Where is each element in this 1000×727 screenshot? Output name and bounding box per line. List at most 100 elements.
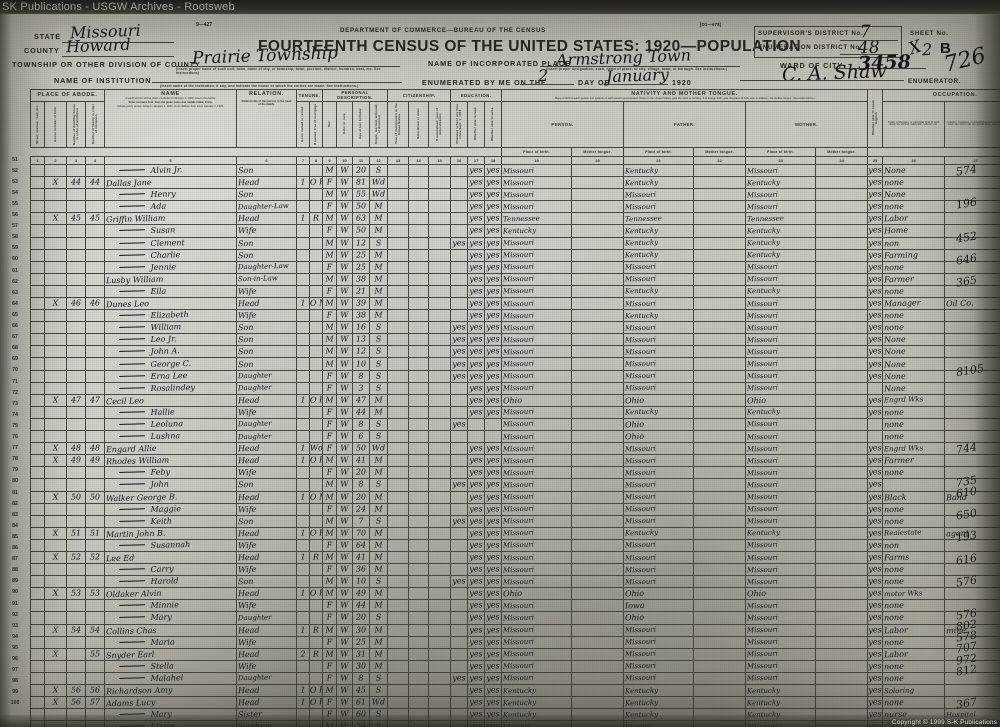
township-rule [176, 66, 400, 67]
cell-occ: Labor [882, 623, 946, 637]
cell-mbirth: Missouri [745, 442, 817, 456]
cell-fam [84, 381, 106, 395]
cell-ms-text: M [374, 395, 383, 405]
cell-race: W [336, 671, 354, 686]
cell-mtong [815, 309, 869, 323]
cell-imm [387, 466, 410, 480]
cell-sch [450, 260, 469, 274]
cell-write-text: yes [486, 516, 500, 526]
cell-street [30, 599, 45, 613]
cell-mtong [815, 212, 869, 226]
cell-nat [408, 321, 430, 335]
ditto-dash [118, 325, 145, 328]
cell-dw: 56 [66, 696, 86, 710]
cell-ftong [693, 163, 747, 178]
cell-race-text: W [340, 491, 349, 502]
cell-read: yes [467, 369, 486, 383]
cell-fam [84, 369, 106, 383]
cell-name: Mary [104, 611, 238, 625]
cell-x-text: X [52, 298, 59, 308]
cell-pbirth-text: Missouri [502, 504, 535, 514]
cell-age: 7 [352, 514, 371, 528]
cell-pbirth: Missouri [501, 260, 573, 274]
cell-write: yes [484, 611, 503, 625]
cell-eng: yes [867, 647, 884, 661]
cell-mbirth-text: Missouri [746, 274, 779, 284]
cell-natyr [428, 514, 452, 528]
cell-race-text: W [340, 479, 349, 490]
cell-natyr [428, 490, 452, 504]
group-name-note2: Enter surname first, then the given name… [128, 100, 213, 104]
cell-read-text: yes [469, 576, 483, 586]
cell-natyr [428, 369, 452, 383]
cell-x [44, 224, 67, 238]
right-edge-shadow [974, 14, 1000, 727]
cell-occ: Farmer [882, 454, 946, 468]
row-number: 92 [12, 611, 18, 618]
cell-race-text: W [340, 685, 349, 695]
cell-fbirth: Missouri [623, 478, 695, 492]
cell-read: yes [467, 200, 486, 214]
cell-fbirth: Missouri [623, 659, 695, 673]
cell-ms: M [369, 296, 389, 311]
cell-age-text: 10 [355, 358, 367, 369]
cell-mtong [815, 442, 869, 456]
cell-eng-text: yes [868, 262, 882, 272]
label-ward-of-city: WARD OF CITY [780, 61, 844, 70]
cell-natyr [428, 454, 452, 468]
cell-home-owned [296, 260, 311, 274]
cell-eng: yes [867, 671, 884, 686]
cell-ptong [571, 478, 625, 492]
cell-fbirth: Missouri [623, 671, 695, 686]
cell-dw [66, 405, 86, 419]
cell-write-text: yes [486, 407, 500, 417]
cell-sex: F [322, 563, 338, 577]
cell-sex-text: M [325, 685, 334, 695]
cell-age-text: 47 [355, 395, 367, 405]
cell-mbirth-text: Missouri [746, 420, 779, 429]
cell-race: W [336, 599, 354, 613]
cell-ms: M [369, 466, 389, 480]
cell-natyr [428, 357, 452, 371]
cell-sex: F [322, 405, 338, 419]
cell-ftong [693, 248, 747, 262]
cell-eng-text: yes [868, 649, 882, 659]
name-text: Griffin William [105, 214, 166, 225]
cell-home-owned-text: 1 [300, 588, 306, 598]
cell-rel-text: Head [237, 177, 260, 188]
cell-read-text: yes [469, 274, 483, 284]
cell-mbirth-text: Missouri [746, 480, 779, 490]
cell-mortgage [309, 345, 324, 359]
cell-occ: Farmer [882, 272, 946, 286]
cell-age-text: 25 [355, 250, 367, 260]
cell-eng: yes [867, 575, 884, 589]
name-text: Elizabeth [106, 311, 236, 321]
cell-ptong [571, 647, 625, 661]
cell-mbirth-text: Missouri [746, 311, 779, 321]
cell-home-owned [296, 248, 311, 262]
colnum-15: 15 [428, 155, 452, 165]
cell-ms: S [369, 417, 389, 432]
cell-street [30, 442, 45, 456]
cell-ms: M [369, 260, 389, 274]
institution-rule [152, 82, 402, 83]
cell-nat [408, 587, 430, 601]
cell-x-text: X [52, 443, 59, 453]
cell-mortgage-text: R [312, 213, 320, 223]
cell-mtong [815, 200, 869, 214]
cell-pbirth-text: Missouri [502, 565, 535, 575]
cell-fbirth-text: Tennessee [624, 214, 663, 224]
cell-sch-text: yes [452, 358, 466, 369]
cell-write-text: yes [486, 370, 500, 381]
colnum-23: 23 [745, 155, 817, 165]
cell-mortgage-text: R [312, 624, 320, 635]
cell-write-text: yes [486, 177, 500, 187]
cell-mbirth: Missouri [745, 188, 817, 202]
name-text: Cecil Leo [105, 396, 144, 407]
row-number: 70 [12, 367, 18, 374]
ditto-dash [118, 338, 145, 340]
cell-age: 44 [352, 405, 371, 419]
cell-sch-text: yes [452, 673, 466, 683]
label-enumerated-on: ENUMERATED BY ME ON THE [422, 78, 547, 87]
